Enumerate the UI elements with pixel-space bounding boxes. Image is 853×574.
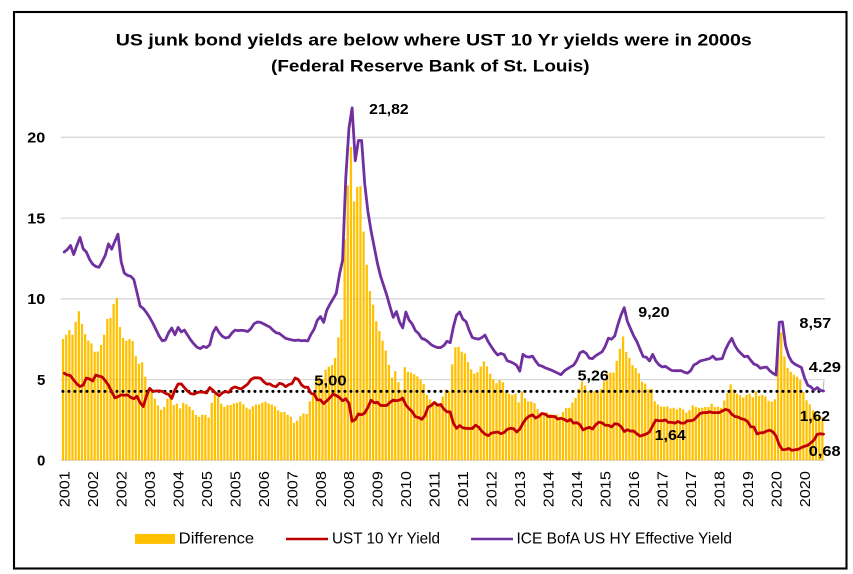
svg-text:15: 15 bbox=[27, 211, 45, 228]
svg-text:10: 10 bbox=[27, 291, 45, 308]
svg-text:20: 20 bbox=[27, 130, 45, 147]
svg-text:5,26: 5,26 bbox=[578, 368, 609, 385]
svg-text:2003: 2003 bbox=[142, 471, 159, 507]
svg-text:2017: 2017 bbox=[655, 471, 672, 507]
svg-text:US junk bond yields are below: US junk bond yields are below where UST … bbox=[116, 32, 752, 50]
svg-text:2017: 2017 bbox=[683, 471, 700, 507]
svg-text:Difference: Difference bbox=[179, 531, 255, 548]
svg-text:UST 10 Yr Yield: UST 10 Yr Yield bbox=[332, 531, 440, 548]
svg-text:9,20: 9,20 bbox=[638, 304, 669, 321]
svg-text:ICE BofA US HY Effective Yield: ICE BofA US HY Effective Yield bbox=[517, 531, 733, 548]
svg-text:2008: 2008 bbox=[313, 471, 330, 507]
svg-text:5,00: 5,00 bbox=[314, 373, 346, 390]
svg-text:2012: 2012 bbox=[484, 471, 501, 507]
svg-text:2005: 2005 bbox=[199, 471, 216, 507]
svg-text:2002: 2002 bbox=[85, 471, 102, 507]
svg-text:2014: 2014 bbox=[541, 471, 558, 507]
svg-text:2002: 2002 bbox=[113, 471, 130, 507]
svg-text:1,64: 1,64 bbox=[655, 427, 687, 444]
svg-text:0,68: 0,68 bbox=[809, 443, 841, 460]
svg-text:8,57: 8,57 bbox=[799, 315, 831, 332]
svg-text:2015: 2015 bbox=[598, 471, 615, 507]
svg-text:5: 5 bbox=[37, 372, 45, 389]
svg-text:1,62: 1,62 bbox=[800, 408, 830, 425]
svg-text:2010: 2010 bbox=[398, 471, 415, 507]
svg-text:2006: 2006 bbox=[256, 471, 273, 507]
svg-text:2018: 2018 bbox=[711, 471, 728, 507]
svg-text:2005: 2005 bbox=[227, 471, 244, 507]
svg-text:21,82: 21,82 bbox=[369, 101, 408, 118]
svg-text:2007: 2007 bbox=[284, 471, 301, 507]
svg-text:2004: 2004 bbox=[170, 471, 187, 507]
svg-text:2008: 2008 bbox=[341, 471, 358, 507]
svg-text:2013: 2013 bbox=[512, 471, 529, 507]
svg-text:2001: 2001 bbox=[57, 471, 74, 507]
svg-text:2011: 2011 bbox=[455, 471, 472, 507]
svg-text:4.29: 4.29 bbox=[809, 359, 841, 376]
svg-text:2020: 2020 bbox=[797, 471, 814, 507]
svg-text:0: 0 bbox=[37, 453, 45, 470]
svg-text:2011: 2011 bbox=[427, 471, 444, 507]
svg-text:(Federal Reserve Bank of St. L: (Federal Reserve Bank of St. Louis) bbox=[271, 58, 590, 76]
svg-text:2009: 2009 bbox=[370, 471, 387, 507]
svg-text:2019: 2019 bbox=[740, 471, 757, 507]
svg-text:2016: 2016 bbox=[626, 471, 643, 507]
svg-text:2020: 2020 bbox=[768, 471, 785, 507]
svg-text:2014: 2014 bbox=[569, 471, 586, 507]
